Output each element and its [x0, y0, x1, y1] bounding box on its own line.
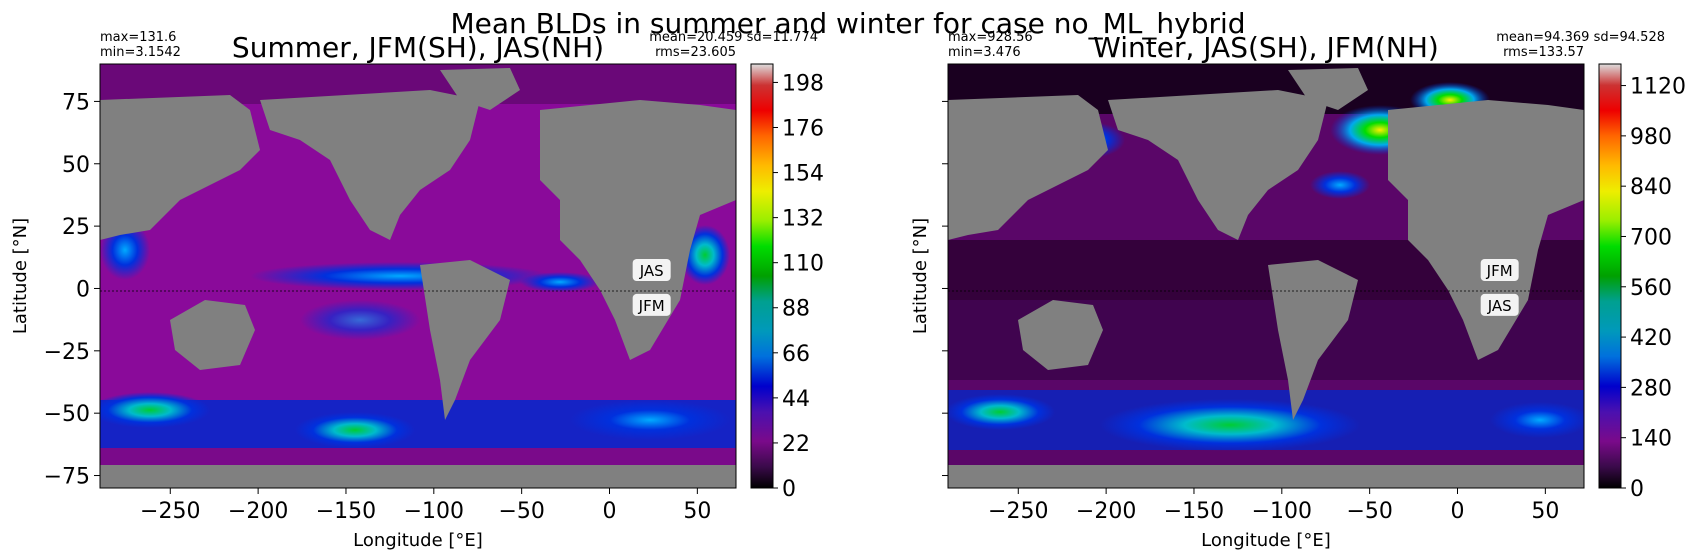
summer-colorbar-label: 22	[782, 432, 810, 457]
winter-frame	[947, 63, 1585, 489]
winter-ylabel: Latitude [°N]	[910, 218, 931, 334]
winter-colorbar-label: 840	[1630, 175, 1672, 200]
summer-xlabel: Longitude [°E]	[353, 530, 483, 551]
winter-stat-max: max=928.56	[948, 30, 1033, 45]
winter-colorbar-label: 1120	[1630, 75, 1686, 100]
winter-colorbar-label: 280	[1630, 376, 1672, 401]
summer-ytick-label: −75	[44, 465, 90, 490]
summer-colorbar-label: 88	[782, 297, 810, 322]
summer-title: Summer, JFM(SH), JAS(NH)	[232, 31, 604, 64]
summer-xtick-label: −250	[140, 499, 200, 524]
summer-colorbar-label: 132	[782, 207, 824, 232]
winter-colorbar-label: 560	[1630, 276, 1672, 301]
winter-xtick-label: −50	[1346, 499, 1392, 524]
winter-xtick-label: −100	[1252, 499, 1312, 524]
winter-colorbar-label: 420	[1630, 326, 1672, 351]
winter-xtick-label: −250	[988, 499, 1048, 524]
summer-colorbar	[750, 63, 774, 489]
summer-colorbar-label: 154	[782, 162, 824, 187]
winter-season-label-box	[1480, 259, 1519, 282]
summer-ytick-label: 25	[62, 215, 90, 240]
summer-colorbar-label: 176	[782, 116, 824, 141]
summer-season-label-box	[632, 259, 671, 282]
winter-xtick-label: −200	[1076, 499, 1136, 524]
summer-xtick-label: −150	[316, 499, 376, 524]
summer-season-label: JAS	[639, 262, 664, 280]
summer-colorbar-label: 0	[782, 477, 796, 502]
summer-xtick-label: −100	[404, 499, 464, 524]
winter-title: Winter, JAS(SH), JFM(NH)	[1093, 31, 1439, 64]
winter-xlabel: Longitude [°E]	[1201, 530, 1331, 551]
winter-stat-rms: rms=133.57	[1503, 45, 1584, 60]
summer-ytick-label: 0	[76, 277, 90, 302]
winter-colorbar-label: 0	[1630, 477, 1644, 502]
summer-xtick-label: 50	[683, 499, 711, 524]
summer-colorbar-label: 44	[782, 387, 810, 412]
winter-colorbar	[1598, 63, 1622, 489]
winter-stat-mean-sd: mean=94.369 sd=94.528	[1496, 30, 1665, 45]
winter-xtick-label: 50	[1531, 499, 1559, 524]
winter-xtick-label: −150	[1164, 499, 1224, 524]
summer-xtick-label: 0	[603, 499, 617, 524]
winter-colorbar-label: 700	[1630, 225, 1672, 250]
winter-season-label-box	[1480, 293, 1519, 316]
summer-panel: Summer, JFM(SH), JAS(NH) max=131.6 min=3…	[10, 30, 824, 551]
summer-ytick-label: −50	[44, 402, 90, 427]
summer-stat-rms: rms=23.605	[655, 45, 736, 60]
summer-ytick-label: 50	[62, 153, 90, 178]
winter-xtick-label: 0	[1451, 499, 1465, 524]
winter-panel: Winter, JAS(SH), JFM(NH) max=928.56 min=…	[910, 30, 1686, 551]
winter-season-label: JFM	[1486, 262, 1513, 280]
summer-stat-mean-sd: mean=20.459 sd=11.774	[649, 30, 818, 45]
summer-colorbar-label: 66	[782, 342, 810, 367]
summer-stat-min: min=3.1542	[100, 45, 181, 60]
winter-colorbar-label: 140	[1630, 427, 1672, 452]
winter-season-label: JAS	[1487, 297, 1512, 315]
summer-colorbar-label: 198	[782, 71, 824, 96]
summer-season-label: JFM	[638, 297, 665, 315]
summer-ylabel: Latitude [°N]	[10, 218, 31, 334]
winter-stat-min: min=3.476	[948, 45, 1021, 60]
summer-frame	[99, 63, 737, 489]
winter-map	[948, 64, 1584, 488]
summer-ytick-label: −25	[44, 340, 90, 365]
suptitle: Mean BLDs in summer and winter for case …	[450, 7, 1245, 40]
winter-land	[948, 68, 1584, 488]
summer-colorbar-label: 110	[782, 252, 824, 277]
summer-ytick-label: 75	[62, 90, 90, 115]
summer-xtick-label: −50	[498, 499, 544, 524]
summer-season-label-box	[632, 293, 671, 316]
winter-colorbar-label: 980	[1630, 125, 1672, 150]
summer-stat-max: max=131.6	[100, 30, 176, 45]
summer-xtick-label: −200	[228, 499, 288, 524]
summer-land	[100, 68, 736, 488]
summer-map	[100, 64, 736, 488]
